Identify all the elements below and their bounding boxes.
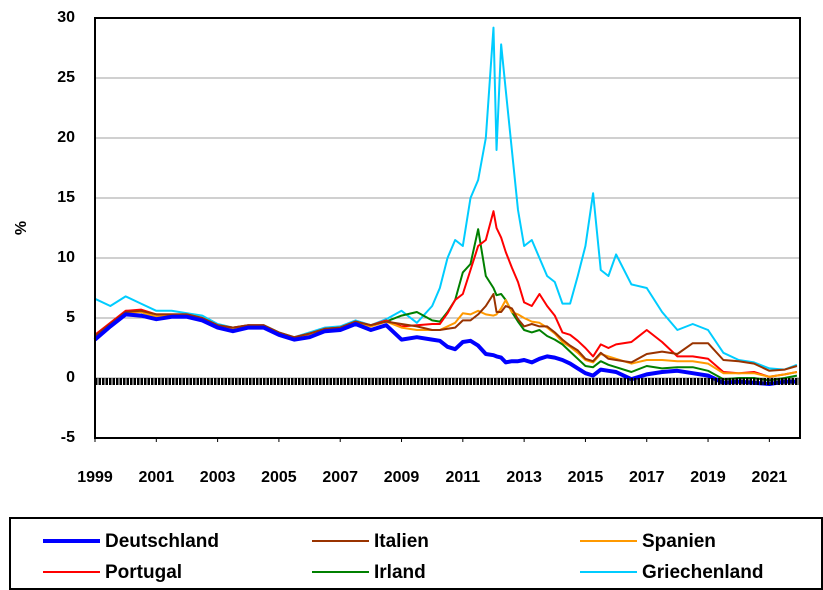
y-tick-label: -5 <box>61 429 75 446</box>
y-tick-label: 20 <box>57 129 75 146</box>
y-tick-label: 5 <box>66 309 75 326</box>
lines <box>93 26 798 386</box>
x-tick-label: 2017 <box>629 469 665 486</box>
legend-box <box>9 517 823 590</box>
x-tick-label: 2015 <box>568 469 604 486</box>
x-tick-label: 2007 <box>322 469 358 486</box>
y-tick-label: 0 <box>66 369 75 386</box>
legend-label: Griechenland <box>642 562 763 583</box>
y-tick-label: 10 <box>57 249 75 266</box>
y-tick-label: 30 <box>57 9 75 26</box>
x-tick-label: 2013 <box>506 469 542 486</box>
y-tick-label: 15 <box>57 189 75 206</box>
x-tick-label: 2011 <box>445 469 480 486</box>
y-tick-label: 25 <box>57 69 75 86</box>
legend-label: Spanien <box>642 531 716 552</box>
x-tick-label: 2021 <box>752 469 788 486</box>
legend-label: Portugal <box>105 562 182 583</box>
legend-label: Irland <box>374 562 426 583</box>
x-tick-label: 2005 <box>261 469 297 486</box>
x-tick-label: 2019 <box>690 469 726 486</box>
legend-label: Deutschland <box>105 531 219 552</box>
x-tick-label: 2003 <box>200 469 236 486</box>
legend-label: Italien <box>374 531 429 552</box>
x-tick-label: 1999 <box>77 469 113 486</box>
x-tick-label: 2001 <box>139 469 175 486</box>
legend: Deutschland Italien Spanien Portugal Irland G… <box>43 531 763 583</box>
x-tick-label: 2009 <box>384 469 420 486</box>
y-axis-label: % <box>13 221 30 235</box>
series-line <box>93 312 797 386</box>
series-line <box>94 293 798 372</box>
plot-frame <box>94 17 801 439</box>
